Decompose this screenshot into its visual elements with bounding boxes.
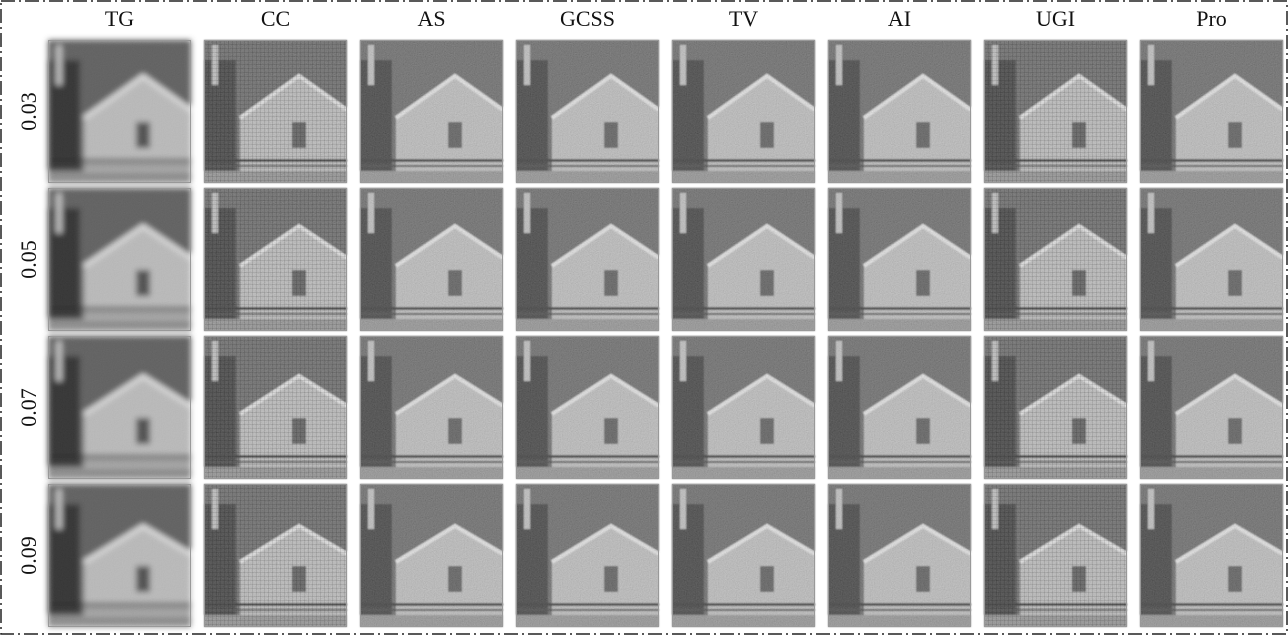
result-image	[516, 188, 659, 331]
result-image	[828, 188, 971, 331]
grid-artifact	[984, 336, 1127, 479]
grid-artifact	[984, 40, 1127, 183]
noise	[672, 484, 815, 627]
result-image	[984, 484, 1127, 627]
noise	[360, 484, 503, 627]
result-image	[48, 336, 191, 479]
grid-artifact	[204, 336, 347, 479]
grid-artifact	[204, 188, 347, 331]
result-image	[48, 188, 191, 331]
result-image	[1140, 188, 1283, 331]
image-grid	[48, 40, 1283, 627]
result-image	[672, 188, 815, 331]
noise	[48, 40, 191, 183]
result-image	[204, 188, 347, 331]
noise	[516, 40, 659, 183]
result-image	[204, 336, 347, 479]
noise	[828, 336, 971, 479]
noise	[1140, 188, 1283, 331]
noise	[360, 188, 503, 331]
noise	[48, 188, 191, 331]
result-image	[984, 40, 1127, 183]
result-image	[360, 188, 503, 331]
column-header: TV	[729, 6, 758, 31]
result-image	[984, 188, 1127, 331]
result-image	[1140, 336, 1283, 479]
grid-artifact	[984, 484, 1127, 627]
noise	[48, 336, 191, 479]
column-header: AS	[417, 6, 445, 31]
column-header: GCSS	[560, 6, 615, 31]
noise	[1140, 40, 1283, 183]
result-image	[672, 40, 815, 183]
result-image	[828, 484, 971, 627]
result-image	[48, 40, 191, 183]
noise	[672, 40, 815, 183]
result-image	[360, 484, 503, 627]
figure: TG CC AS GCSS TV AI UGI Pro 0.03 0.05 0.07 0.09	[0, 0, 1288, 635]
noise	[360, 336, 503, 479]
noise	[516, 484, 659, 627]
row-label: 0.05	[16, 240, 41, 279]
result-image	[1140, 40, 1283, 183]
result-image	[516, 40, 659, 183]
column-header: AI	[888, 6, 911, 31]
result-image	[48, 484, 191, 627]
row-label: 0.07	[16, 388, 41, 427]
result-image	[672, 484, 815, 627]
noise	[1140, 484, 1283, 627]
result-image	[984, 336, 1127, 479]
result-image	[1140, 484, 1283, 627]
grid-artifact	[204, 40, 347, 183]
column-header: CC	[261, 6, 290, 31]
column-header: Pro	[1196, 6, 1227, 31]
result-image	[672, 336, 815, 479]
noise	[48, 484, 191, 627]
result-image	[204, 484, 347, 627]
column-header: TG	[105, 6, 134, 31]
grid-artifact	[204, 484, 347, 627]
noise	[360, 40, 503, 183]
noise	[672, 336, 815, 479]
row-label: 0.09	[16, 536, 41, 575]
noise	[828, 40, 971, 183]
noise	[672, 188, 815, 331]
grid-artifact	[984, 188, 1127, 331]
noise	[516, 336, 659, 479]
noise	[828, 484, 971, 627]
result-image	[828, 336, 971, 479]
noise	[1140, 336, 1283, 479]
noise	[516, 188, 659, 331]
column-header: UGI	[1036, 6, 1075, 31]
result-image	[360, 40, 503, 183]
result-image	[828, 40, 971, 183]
result-image	[360, 336, 503, 479]
row-label: 0.03	[16, 92, 41, 131]
result-image	[516, 336, 659, 479]
noise	[828, 188, 971, 331]
result-image	[516, 484, 659, 627]
result-image	[204, 40, 347, 183]
